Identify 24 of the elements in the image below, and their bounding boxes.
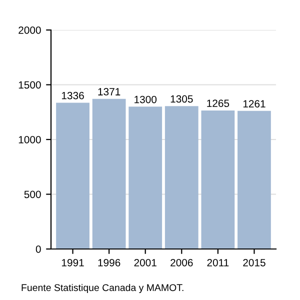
y-tick-label: 500 bbox=[24, 190, 41, 198]
x-tick-label: 2015 bbox=[243, 258, 266, 266]
y-tick-label: 0 bbox=[36, 246, 41, 253]
bar bbox=[92, 98, 126, 249]
y-tick-label: 1500 bbox=[18, 81, 41, 89]
data-label: 1300 bbox=[134, 96, 157, 104]
bar bbox=[201, 110, 235, 249]
y-tick-label: 2000 bbox=[18, 26, 41, 34]
source-note: Fuente Statistique Canada y MAMOT. bbox=[22, 284, 184, 294]
x-tick-label: 2011 bbox=[207, 258, 229, 266]
bar bbox=[56, 102, 90, 249]
data-label: 1265 bbox=[207, 100, 230, 108]
x-tick-label: 2006 bbox=[170, 258, 193, 266]
data-label: 1305 bbox=[170, 95, 193, 103]
data-label: 1261 bbox=[243, 100, 266, 108]
y-tick-label: 1000 bbox=[18, 136, 41, 144]
bar bbox=[238, 110, 271, 249]
bar bbox=[128, 106, 162, 249]
data-label: 1371 bbox=[98, 88, 120, 96]
bar bbox=[164, 106, 198, 249]
x-tick-label: 2001 bbox=[134, 258, 156, 266]
x-tick-label: 1996 bbox=[98, 258, 120, 266]
x-tick-label: 1991 bbox=[62, 258, 84, 266]
data-label: 1336 bbox=[62, 92, 84, 100]
